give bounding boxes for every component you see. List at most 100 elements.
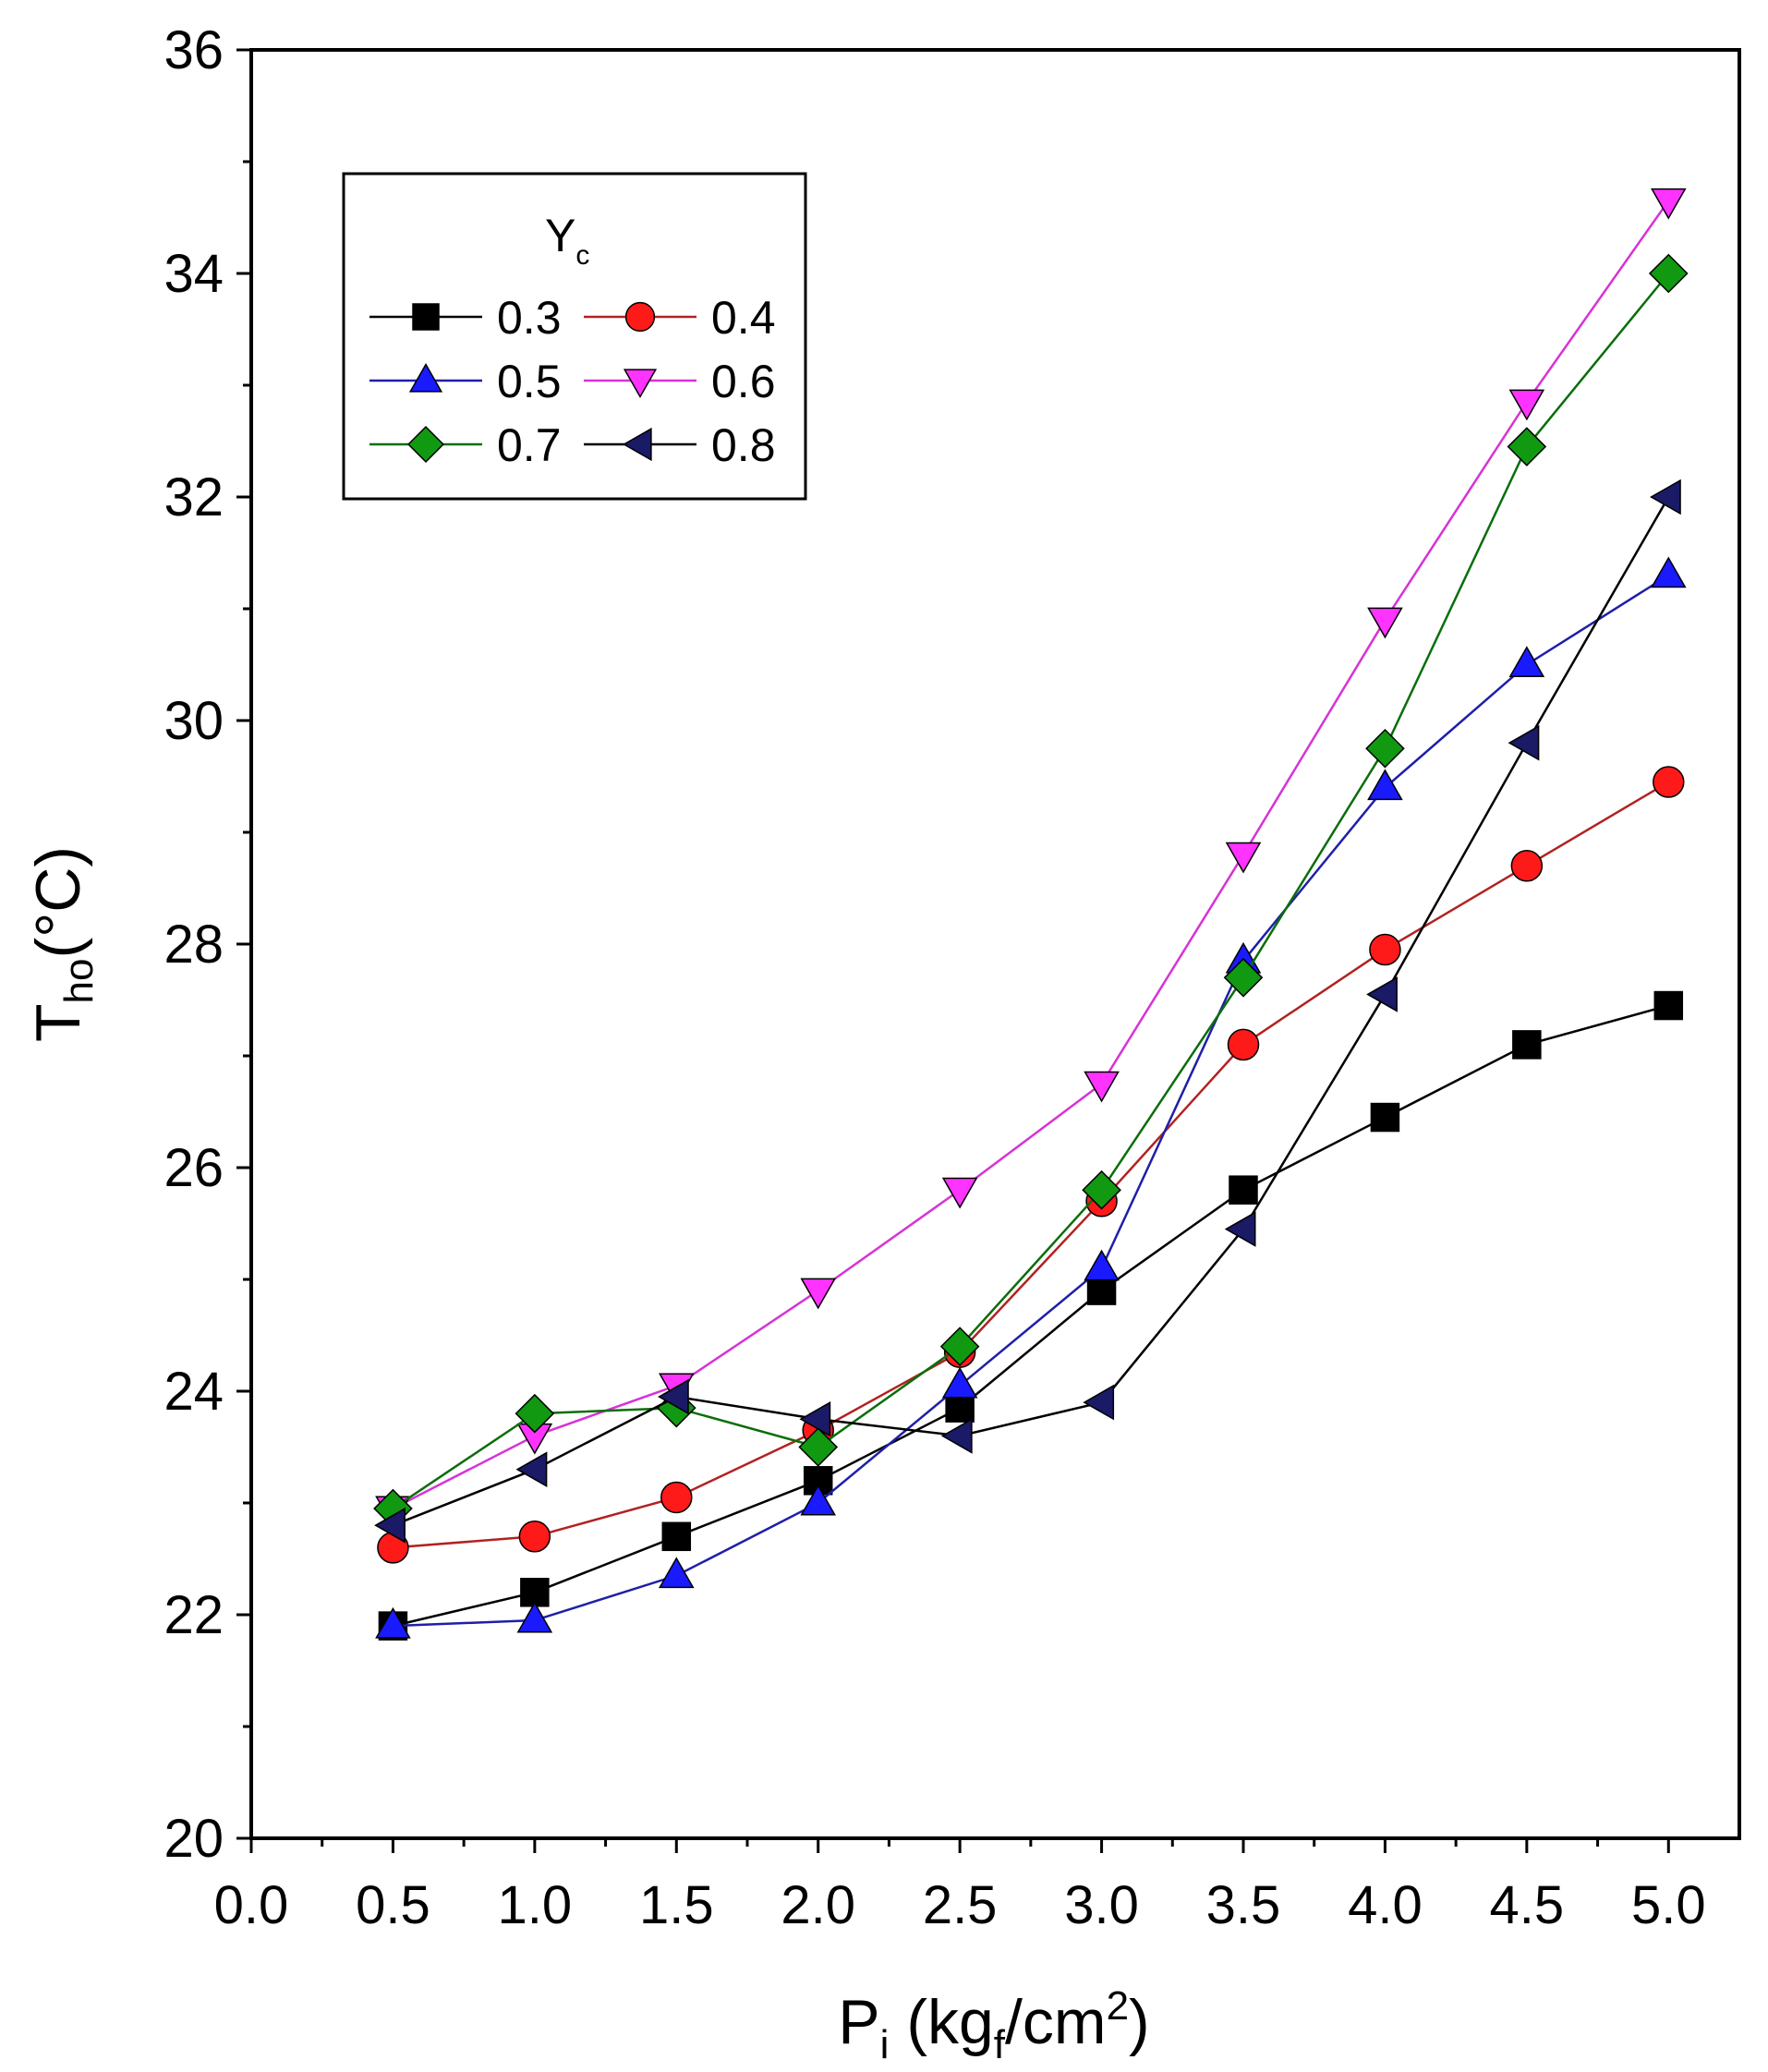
tick-labels: 0.0 0.5 1.0 1.5 2.0 2.5 3.0 3.5 4.0 4.5 5.0 20 22 24 2… (163, 20, 1705, 1935)
legend-marker (623, 369, 658, 399)
data-point (1369, 933, 1401, 966)
data-point (515, 1393, 555, 1434)
legend-label: 0.4 (711, 292, 776, 344)
data-point (1512, 1030, 1542, 1060)
legend-label: 0.8 (711, 419, 776, 471)
x-axis-title-sup: 2 (1107, 1983, 1129, 2029)
data-point (1648, 253, 1689, 294)
data-point (941, 1177, 978, 1209)
y-axis-title: Tho(°C) (23, 846, 102, 1042)
x-tick-label: 1.0 (498, 1875, 573, 1935)
y-axis-title-sub: ho (56, 959, 102, 1004)
data-point (800, 1484, 837, 1516)
legend-entry: 0.6 (584, 356, 776, 407)
series-line (393, 574, 1669, 1628)
x-tick-label: 2.0 (781, 1875, 855, 1935)
data-point (516, 1601, 553, 1633)
data-point (1508, 646, 1545, 677)
series-layer (373, 188, 1689, 1641)
y-tick-label: 32 (163, 467, 224, 527)
legend: Yc 0.3 0.4 0.5 0.6 0.7 0.8 (342, 172, 807, 501)
x-axis-title-unit: /cm (1005, 1987, 1107, 2057)
data-point (1224, 1211, 1256, 1247)
legend-marker (408, 362, 443, 393)
series-0-5 (375, 556, 1687, 1639)
x-tick-label: 4.0 (1348, 1875, 1423, 1935)
data-point (1229, 1175, 1258, 1205)
legend-entry: 0.7 (369, 419, 562, 471)
data-point (1367, 769, 1403, 801)
x-tick-label: 3.5 (1206, 1875, 1281, 1935)
data-point (1508, 724, 1540, 761)
legend-title: Yc (545, 210, 589, 271)
x-axis-title-sub: i (880, 2022, 890, 2067)
data-point (1650, 556, 1687, 588)
y-axis-title-unit: (°C) (23, 846, 93, 959)
data-point (1225, 842, 1262, 874)
x-axis-title-paren-open: (kg (889, 1987, 993, 2057)
x-tick-label: 5.0 (1631, 1875, 1706, 1935)
legend-entry: 0.4 (584, 292, 776, 344)
data-point (1508, 389, 1545, 421)
data-point (1653, 766, 1685, 798)
y-tick-label: 28 (163, 915, 224, 975)
data-point (799, 1400, 831, 1437)
x-tick-label: 0.0 (214, 1875, 289, 1935)
x-axis-title-paren-close: ) (1129, 1987, 1150, 2057)
y-tick-label: 20 (163, 1809, 224, 1869)
data-point (939, 1327, 980, 1366)
data-point (945, 1393, 975, 1423)
legend-marker (622, 427, 652, 462)
data-point (1084, 1071, 1120, 1103)
series-line (392, 496, 1670, 1527)
data-point (800, 1278, 837, 1310)
x-axis-title-sub2: f (994, 2022, 1006, 2067)
x-tick-label: 1.5 (639, 1875, 714, 1935)
data-point (374, 1507, 406, 1544)
legend-entry: 0.3 (369, 292, 562, 344)
series-line (392, 273, 1670, 1510)
legend-label: 0.3 (497, 292, 562, 344)
legend-title-sub: c (575, 240, 589, 271)
y-tick-label: 36 (163, 20, 224, 80)
data-point (798, 1427, 839, 1467)
y-tick-label: 24 (163, 1362, 224, 1422)
data-point (941, 1366, 978, 1399)
data-point (1223, 957, 1264, 998)
legend-entries: 0.3 0.4 0.5 0.6 0.7 0.8 (369, 292, 776, 471)
data-point (1650, 479, 1681, 515)
data-point (658, 1557, 695, 1589)
y-tick-label: 34 (163, 244, 224, 304)
series-0-7 (373, 253, 1689, 1529)
plot-frame (249, 48, 1741, 1840)
data-point (1227, 1028, 1260, 1061)
data-point (375, 1606, 411, 1639)
legend-marker (407, 426, 444, 463)
data-point (1650, 188, 1687, 220)
series-0-3 (378, 990, 1684, 1641)
x-axis-title-main: P (838, 1987, 879, 2057)
y-axis-title-main: T (23, 1004, 93, 1043)
series-line (393, 781, 1669, 1549)
data-point (1083, 1384, 1115, 1421)
data-point (1510, 850, 1544, 882)
y-tick-label: 22 (163, 1585, 224, 1645)
data-point (658, 1378, 689, 1415)
legend-marker (624, 301, 656, 333)
x-tick-label: 0.5 (356, 1875, 430, 1935)
y-tick-label: 30 (163, 691, 224, 751)
data-point (1653, 990, 1684, 1021)
data-point (1366, 976, 1398, 1012)
data-point (1082, 1169, 1121, 1210)
data-point (940, 1418, 973, 1454)
data-point (515, 1451, 548, 1487)
legend-entry: 0.8 (584, 419, 776, 471)
legend-title-main: Y (545, 210, 575, 261)
series-0-4 (377, 766, 1685, 1564)
series-0-8 (374, 479, 1681, 1544)
x-axis-title: Pi (kgf/cm2) (838, 1983, 1149, 2067)
x-tick-label: 3.0 (1064, 1875, 1139, 1935)
x-tick-label: 4.5 (1490, 1875, 1565, 1935)
